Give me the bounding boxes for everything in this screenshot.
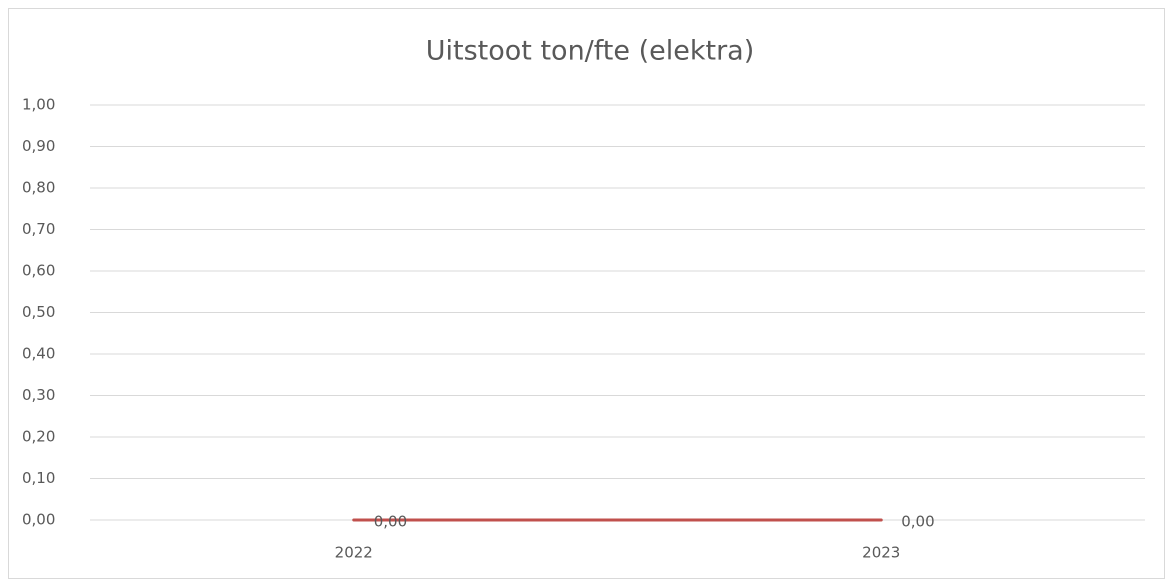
- y-tick-label: 0,40: [22, 345, 55, 363]
- y-tick-label: 0,20: [22, 428, 55, 446]
- y-tick-label: 0,90: [22, 137, 55, 155]
- y-tick-label: 0,10: [22, 469, 55, 487]
- y-tick-label: 0,80: [22, 179, 55, 197]
- y-tick-label: 1,00: [22, 96, 55, 114]
- data-label: 0,00: [374, 513, 407, 531]
- y-tick-label: 0,00: [22, 511, 55, 529]
- data-label: 0,00: [901, 513, 934, 531]
- chart-title: Uitstoot ton/fte (elektra): [426, 36, 755, 67]
- y-tick-label: 0,60: [22, 262, 55, 280]
- chart-border: [8, 8, 1165, 579]
- y-tick-label: 0,50: [22, 303, 55, 321]
- y-tick-label: 0,70: [22, 220, 55, 238]
- x-tick-label: 2022: [335, 544, 373, 562]
- x-tick-label: 2023: [862, 544, 900, 562]
- y-tick-label: 0,30: [22, 386, 55, 404]
